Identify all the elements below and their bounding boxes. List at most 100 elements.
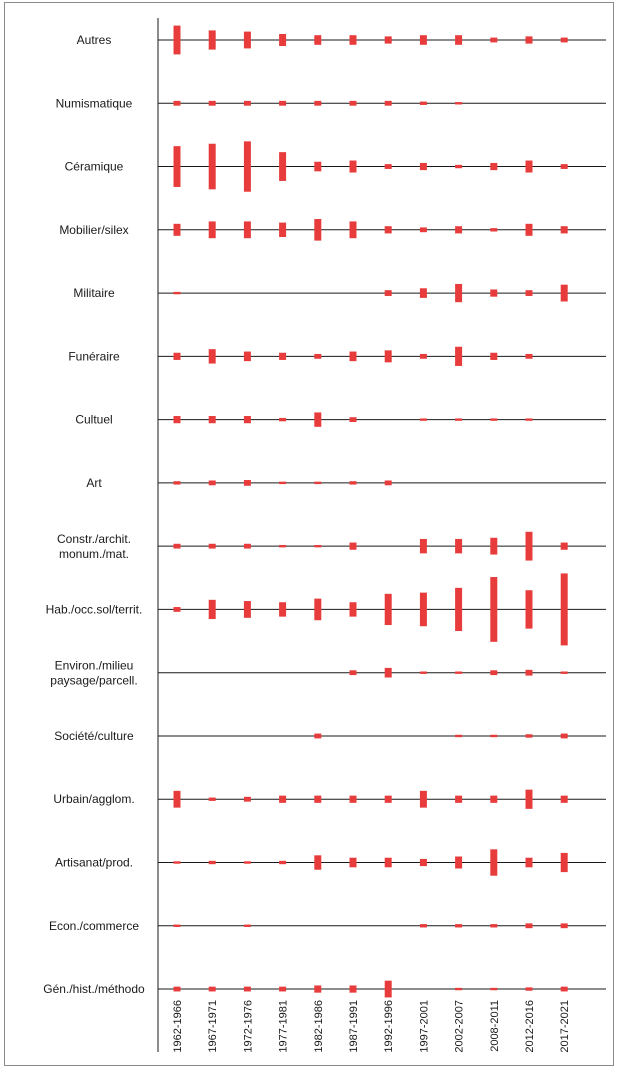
bar-constr-archit-monum-mat-1977-1981: [279, 544, 287, 548]
category-label-militaire: Militaire: [73, 286, 115, 300]
bar-urbain-agglom-1977-1981: [279, 795, 287, 803]
bar-art-1992-1996: [384, 480, 392, 486]
bar-militaire-1992-1996: [384, 290, 392, 296]
category-label-constr-archit-monum-mat-line2: monum./mat.: [59, 547, 129, 561]
bar-cultuel-2008-2011: [490, 418, 498, 421]
bar-cultuel-1997-2001: [419, 418, 427, 421]
period-tick-label-1982-1986: 1982-1986: [313, 1000, 325, 1053]
bar-fun-raire-1987-1991: [349, 351, 357, 362]
bar-econ-commerce-2002-2007: [455, 924, 463, 928]
bar-soci-t-culture-2012-2016: [525, 734, 533, 738]
bar-autres-2017-2021: [560, 37, 568, 43]
bar-militaire-2012-2016: [525, 290, 533, 296]
bar-urbain-agglom-1992-1996: [384, 795, 392, 803]
bar-hab-occ-sol-territ-1992-1996: [384, 593, 392, 626]
bar-militaire-2017-2021: [560, 284, 568, 302]
category-label-econ-commerce: Econ./commerce: [49, 919, 139, 933]
bar-artisanat-prod-2017-2021: [560, 852, 568, 873]
bar-mobilier-silex-2012-2016: [525, 223, 533, 236]
bar-urbain-agglom-1997-2001: [419, 790, 427, 808]
bar-constr-archit-monum-mat-1962-1966: [173, 543, 181, 549]
bar-g-n-hist-m-thodo-2017-2021: [560, 986, 568, 992]
bar-fun-raire-2002-2007: [455, 346, 463, 366]
bar-autres-1972-1976: [243, 31, 251, 49]
bar-constr-archit-monum-mat-2012-2016: [525, 531, 533, 561]
bar-hab-occ-sol-territ-2017-2021: [560, 573, 568, 646]
bar-g-n-hist-m-thodo-1977-1981: [279, 986, 287, 992]
category-label-autres: Autres: [77, 33, 112, 47]
bar-autres-1987-1991: [349, 35, 357, 45]
bar-c-ramique-2012-2016: [525, 160, 533, 173]
bar-hab-occ-sol-territ-1977-1981: [279, 602, 287, 617]
bar-hab-occ-sol-territ-1982-1986: [314, 598, 322, 621]
bar-fun-raire-2012-2016: [525, 353, 533, 359]
bar-econ-commerce-2017-2021: [560, 923, 568, 929]
bar-numismatique-1997-2001: [419, 101, 427, 105]
bar-hab-occ-sol-territ-1997-2001: [419, 592, 427, 627]
category-label-c-ramique: Céramique: [65, 160, 124, 174]
bar-fun-raire-1967-1971: [208, 349, 216, 364]
period-tick-label-1997-2001: 1997-2001: [418, 1000, 430, 1053]
bar-urbain-agglom-1987-1991: [349, 795, 357, 803]
bar-urbain-agglom-1967-1971: [208, 797, 216, 801]
bar-hab-occ-sol-territ-1967-1971: [208, 599, 216, 620]
bar-artisanat-prod-1962-1966: [173, 861, 181, 864]
bar-art-1972-1976: [243, 480, 251, 486]
bar-hab-occ-sol-territ-2002-2007: [455, 587, 463, 632]
bar-c-ramique-1982-1986: [314, 161, 322, 172]
bar-constr-archit-monum-mat-1997-2001: [419, 538, 427, 554]
chart-frame: [4, 2, 614, 1066]
bar-g-n-hist-m-thodo-2012-2016: [525, 987, 533, 991]
bar-soci-t-culture-2002-2007: [455, 734, 463, 738]
bar-c-ramique-2008-2011: [490, 162, 498, 171]
period-tick-label-1977-1981: 1977-1981: [278, 1000, 290, 1053]
period-tick-label-2012-2016: 2012-2016: [524, 1000, 536, 1053]
bar-cultuel-1972-1976: [243, 416, 251, 424]
bar-mobilier-silex-1987-1991: [349, 221, 357, 239]
bar-cultuel-1987-1991: [349, 417, 357, 423]
bar-environ-milieu-paysage-parcell-2002-2007: [455, 671, 463, 674]
bar-autres-2008-2011: [490, 37, 498, 43]
bar-econ-commerce-2008-2011: [490, 924, 498, 928]
bar-hab-occ-sol-territ-2008-2011: [490, 577, 498, 642]
bar-art-1987-1991: [349, 481, 357, 485]
bar-g-n-hist-m-thodo-1967-1971: [208, 986, 216, 992]
bar-fun-raire-2008-2011: [490, 352, 498, 360]
bar-econ-commerce-1972-1976: [243, 924, 251, 927]
category-label-artisanat-prod: Artisanat/prod.: [55, 856, 133, 870]
bar-numismatique-1972-1976: [243, 100, 251, 106]
bar-constr-archit-monum-mat-1972-1976: [243, 543, 251, 549]
bar-mobilier-silex-1972-1976: [243, 221, 251, 239]
category-label-soci-t-culture: Société/culture: [54, 729, 134, 743]
period-tick-label-1992-1996: 1992-1996: [383, 1000, 395, 1053]
bar-constr-archit-monum-mat-2017-2021: [560, 542, 568, 550]
bar-art-1962-1966: [173, 481, 181, 485]
category-label-numismatique: Numismatique: [56, 96, 133, 110]
bar-numismatique-1962-1966: [173, 100, 181, 106]
bar-numismatique-1992-1996: [384, 100, 392, 106]
bar-econ-commerce-1962-1966: [173, 924, 181, 927]
bar-cultuel-1967-1971: [208, 416, 216, 424]
bar-fun-raire-1972-1976: [243, 351, 251, 362]
category-label-environ-milieu-paysage-parcell-line2: paysage/parcell.: [50, 674, 137, 688]
bar-numismatique-1977-1981: [279, 100, 287, 106]
bar-c-ramique-2017-2021: [560, 164, 568, 169]
bar-urbain-agglom-1982-1986: [314, 795, 322, 803]
bar-g-n-hist-m-thodo-2002-2007: [455, 987, 463, 991]
category-label-constr-archit-monum-mat-line1: Constr./archit.: [57, 532, 131, 546]
bar-constr-archit-monum-mat-1982-1986: [314, 544, 322, 548]
bar-numismatique-1967-1971: [208, 100, 216, 106]
bar-soci-t-culture-1982-1986: [314, 733, 322, 739]
bar-g-n-hist-m-thodo-1992-1996: [384, 980, 392, 998]
bar-environ-milieu-paysage-parcell-1997-2001: [419, 671, 427, 674]
bar-artisanat-prod-2012-2016: [525, 857, 533, 868]
bar-g-n-hist-m-thodo-2008-2011: [490, 987, 498, 991]
bar-fun-raire-1982-1986: [314, 353, 322, 359]
bar-artisanat-prod-1982-1986: [314, 855, 322, 870]
bar-militaire-1997-2001: [419, 288, 427, 298]
bar-art-1977-1981: [279, 481, 287, 485]
category-label-hab-occ-sol-territ: Hab./occ.sol/territ.: [46, 602, 143, 616]
bar-hab-occ-sol-territ-1972-1976: [243, 601, 251, 618]
bar-artisanat-prod-1987-1991: [349, 857, 357, 868]
